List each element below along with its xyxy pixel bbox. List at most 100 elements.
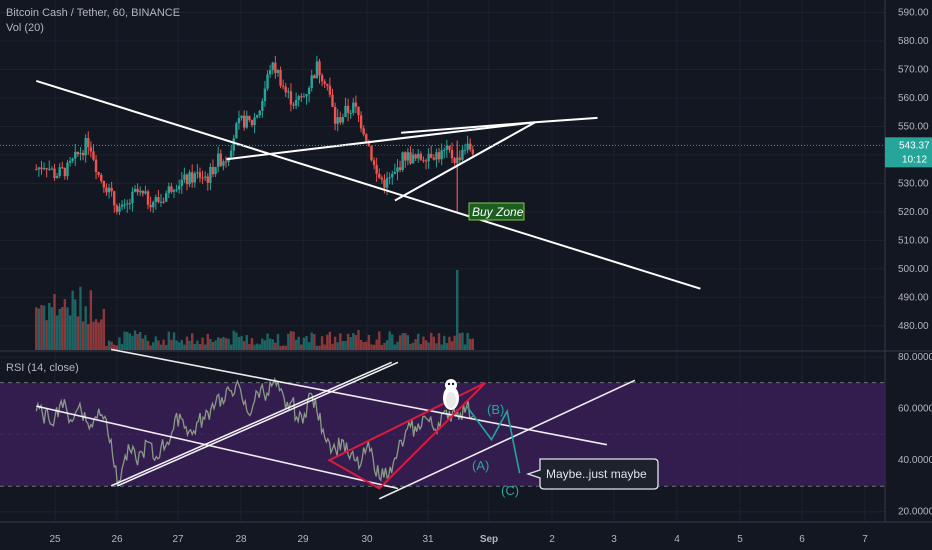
wedge-top-extension[interactable] (401, 121, 536, 134)
price-tick-label: 570.00 (898, 64, 929, 75)
wave-label-c[interactable]: (C) (501, 483, 519, 498)
rsi-rising-channel-mid[interactable] (117, 361, 399, 487)
volume-bar (456, 270, 459, 350)
candle-body (61, 167, 64, 169)
volume-bar (396, 341, 399, 350)
callout-text[interactable]: Maybe..just maybe (546, 467, 647, 481)
wave-label-b[interactable]: (B) (487, 402, 504, 417)
candle-body (365, 134, 368, 143)
candle-body (81, 152, 85, 156)
candle-body (279, 70, 282, 86)
volume-bar (68, 315, 72, 350)
rsi-descending-resistance-top[interactable] (110, 348, 608, 446)
candle-body (92, 151, 95, 160)
volume-bar (391, 334, 394, 350)
candle-body (419, 153, 423, 160)
volume-bar (211, 342, 215, 350)
candle-body (107, 187, 111, 193)
volume-bar (471, 338, 475, 350)
rsi-tick-label: 40.0000 (898, 455, 932, 466)
candle-body (424, 160, 428, 162)
volume-bar (266, 333, 269, 350)
annotations[interactable]: Buy Zone (A) (B) (C) Maybe..just maybe (443, 202, 659, 498)
candle-body (333, 106, 337, 124)
volume-bar (383, 342, 386, 350)
candle-body (84, 138, 87, 156)
volume-label[interactable]: Vol (20) (6, 22, 44, 34)
volume-bar (219, 338, 222, 350)
volume-bar (463, 344, 467, 350)
candle-body (466, 143, 469, 150)
rsi-label[interactable]: RSI (14, close) (6, 362, 79, 374)
volume-bar (105, 345, 108, 350)
candle-body (292, 104, 295, 106)
candle-body (391, 174, 394, 178)
volume-bar (372, 344, 376, 350)
wave-label-a[interactable]: (A) (472, 458, 489, 473)
volume-bar (203, 344, 207, 350)
candle-body (245, 115, 248, 128)
volume-bar (404, 333, 407, 350)
candle-body (196, 172, 199, 174)
volume-bar (35, 307, 38, 350)
candle-body (97, 172, 100, 175)
candle-body (113, 191, 116, 206)
time-tick-label: 2 (549, 534, 555, 545)
volume-bar (341, 341, 345, 350)
candle-body (393, 171, 397, 175)
candle-body (149, 204, 152, 208)
volume-bar (100, 319, 103, 350)
time-tick-label: 29 (297, 534, 309, 545)
candle-body (120, 204, 124, 207)
volume-bar (42, 305, 46, 350)
buy-zone-label[interactable]: Buy Zone (472, 205, 524, 219)
candle-body (385, 177, 389, 188)
candle-body (79, 152, 82, 155)
volume-bar (149, 345, 152, 350)
candle-body (261, 101, 264, 111)
rsi-descending-support[interactable] (36, 405, 399, 490)
volume-bar (458, 333, 462, 350)
rising-wedge-top[interactable] (226, 116, 598, 161)
rsi-rising-channel-lower[interactable] (378, 379, 636, 500)
penguin-belly (446, 392, 456, 408)
volume-bar (196, 340, 199, 350)
rsi-wedge-triangle[interactable] (327, 382, 487, 490)
abc-projection[interactable] (465, 405, 521, 474)
rising-wedge-bottom[interactable] (394, 121, 536, 202)
volume-bar (333, 336, 337, 350)
volume-bar (281, 345, 285, 350)
candle-body (89, 147, 93, 152)
candle-body (45, 168, 48, 170)
volume-bar (113, 344, 116, 350)
rsi-rising-channel-upper[interactable] (110, 361, 393, 487)
candle-body (398, 167, 402, 171)
volume-bar (170, 339, 173, 350)
volume-bar (159, 344, 163, 350)
symbol-title[interactable]: Bitcoin Cash / Tether, 60, BINANCE (6, 7, 181, 19)
candle-body (372, 160, 376, 166)
volume-bar (45, 320, 48, 350)
candle-body (152, 202, 155, 208)
volume-bar (289, 331, 293, 350)
candle-body (37, 167, 41, 170)
descending-support[interactable] (36, 79, 701, 290)
volume-bar (76, 316, 80, 350)
volume-bar (123, 331, 126, 350)
rsi-band (0, 382, 885, 486)
candle-body (235, 123, 238, 139)
rsi-trendlines[interactable] (36, 348, 636, 500)
volume-bar (297, 336, 300, 350)
time-tick-label: 5 (737, 534, 743, 545)
candle-body (141, 190, 145, 194)
candle-body (349, 112, 352, 114)
candle-body (126, 203, 129, 205)
rsi-line-group (35, 376, 474, 487)
price-trendlines[interactable] (36, 79, 701, 290)
candle-body (427, 153, 430, 162)
volume-bar (180, 339, 183, 350)
candle-body (287, 91, 290, 93)
volume-bar (305, 336, 308, 350)
volume-bar (359, 339, 363, 350)
